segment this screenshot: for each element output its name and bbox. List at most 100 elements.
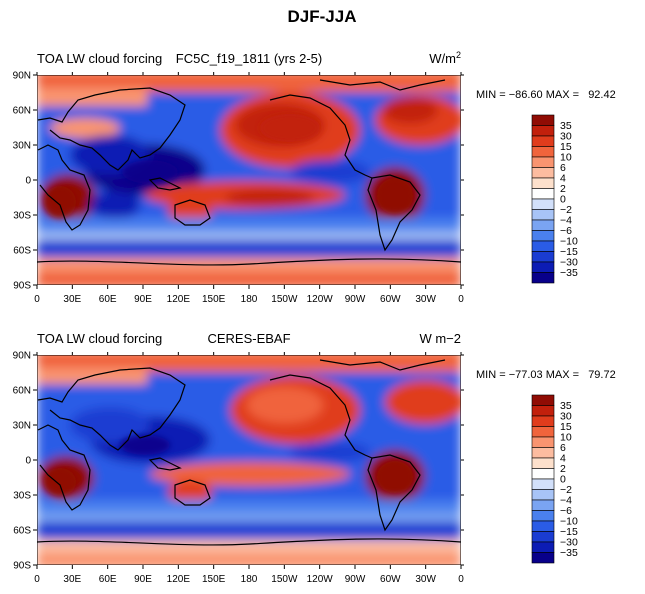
colorbar-level-label: 30	[560, 131, 572, 143]
colorbar-swatch	[531, 156, 555, 168]
panel-title-center: CERES-EBAF	[207, 331, 290, 346]
colorbar-swatch	[531, 478, 555, 490]
y-tick-label: 0	[25, 456, 31, 467]
colorbar-swatch	[531, 177, 555, 189]
y-tick-label: 60N	[13, 106, 31, 117]
x-axis-ticks: 0 30E 60E 90E 120E 150E 180 150W 120W 90W 60W 30W 0	[34, 72, 464, 305]
colorbar-swatch	[531, 230, 555, 242]
colorbar-swatch	[531, 436, 555, 448]
y-tick-label: 60S	[13, 526, 31, 537]
y-tick-label: 30N	[13, 141, 31, 152]
x-tick-label: 120E	[167, 574, 191, 585]
x-tick-label: 90W	[345, 294, 366, 305]
x-tick-label: 0	[458, 574, 464, 585]
colorbar-swatch	[531, 198, 555, 210]
colorbar-swatch	[531, 489, 555, 501]
colorbar-level-label: 4	[560, 173, 566, 185]
panel-units: W/m2	[429, 50, 461, 66]
colorbar-swatch	[531, 405, 555, 417]
x-tick-label: 0	[34, 574, 40, 585]
colorbar-level-label: −10	[560, 516, 578, 528]
colorbar-level-label: 2	[560, 183, 566, 195]
colorbar-swatch	[531, 125, 555, 137]
colorbar-level-label: −15	[560, 526, 578, 538]
colorbar-level-label: 4	[560, 453, 566, 465]
minmax-stats: MIN = −77.03 MAX = 79.72	[476, 369, 616, 381]
x-tick-label: 60E	[99, 294, 117, 305]
colorbar-level-label: 10	[560, 432, 572, 444]
panel-model: TOA LW cloud forcing FC5C_f19_1811 (yrs …	[13, 50, 616, 305]
colorbar-swatch	[531, 541, 555, 553]
colorbar-level-label: 6	[560, 162, 566, 174]
colorbar-swatch	[531, 426, 555, 438]
colorbar-swatch	[531, 510, 555, 522]
y-tick-label: 90N	[13, 71, 31, 82]
y-tick-label: 60S	[13, 246, 31, 257]
colorbar-level-label: −30	[560, 537, 578, 549]
colorbar-swatch	[531, 114, 555, 126]
colorbar-level-label: 0	[560, 474, 566, 486]
map-field	[37, 355, 461, 565]
panel-units: W m−2	[419, 331, 461, 346]
colorbar-level-label: −4	[560, 495, 572, 507]
x-tick-label: 30W	[415, 574, 436, 585]
colorbar-swatch	[531, 447, 555, 459]
colorbar-level-label: −35	[560, 547, 578, 559]
colorbar-level-label: 15	[560, 141, 572, 153]
colorbar-swatch	[531, 167, 555, 179]
x-tick-label: 120W	[307, 574, 334, 585]
x-tick-label: 150W	[271, 574, 298, 585]
panel-title-center: FC5C_f19_1811 (yrs 2-5)	[176, 51, 322, 66]
x-tick-label: 60W	[380, 294, 401, 305]
x-tick-label: 0	[34, 294, 40, 305]
panel-title-left: TOA LW cloud forcing	[37, 331, 162, 346]
x-tick-label: 60E	[99, 574, 117, 585]
colorbar-swatch	[531, 261, 555, 273]
colorbar-level-label: −15	[560, 246, 578, 258]
y-tick-label: 60N	[13, 386, 31, 397]
y-tick-label: 90N	[13, 351, 31, 362]
x-tick-label: 60W	[380, 574, 401, 585]
y-axis-ticks: 90N 60N 30N 0 30S 60S 90S	[13, 71, 464, 292]
colorbar-swatch	[531, 520, 555, 532]
colorbar-level-label: 10	[560, 152, 572, 164]
x-tick-label: 90W	[345, 574, 366, 585]
colorbar-level-label: −30	[560, 257, 578, 269]
x-tick-label: 120E	[167, 294, 191, 305]
colorbar-level-label: 35	[560, 120, 572, 132]
x-tick-label: 0	[458, 294, 464, 305]
y-axis-ticks: 90N 60N 30N 0 30S 60S 90S	[13, 351, 464, 572]
colorbar-level-label: 35	[560, 400, 572, 412]
colorbar-level-label: −4	[560, 215, 572, 227]
x-tick-label: 150E	[202, 294, 226, 305]
colorbar-swatch	[531, 251, 555, 263]
x-tick-label: 30E	[63, 294, 81, 305]
colorbar-swatch	[531, 499, 555, 511]
y-tick-label: 90S	[13, 561, 31, 572]
colorbar-level-label: 30	[560, 411, 572, 423]
x-tick-label: 180	[241, 574, 258, 585]
minmax-stats: MIN = −86.60 MAX = 92.42	[476, 89, 616, 101]
colorbar-swatch	[531, 135, 555, 147]
colorbar-swatch	[531, 146, 555, 158]
y-tick-label: 0	[25, 176, 31, 187]
colorbar-swatch	[531, 272, 555, 284]
colorbar-swatch	[531, 394, 555, 406]
colorbar-swatch	[531, 209, 555, 221]
x-axis-ticks: 0 30E 60E 90E 120E 150E 180 150W 120W 90W 60W 30W 0	[34, 352, 464, 585]
colorbar-level-label: −6	[560, 505, 572, 517]
x-tick-label: 180	[241, 294, 258, 305]
panel-title-left: TOA LW cloud forcing	[37, 51, 162, 66]
map-field	[37, 75, 461, 285]
y-tick-label: 30N	[13, 421, 31, 432]
x-tick-label: 30E	[63, 574, 81, 585]
colorbar-level-label: −2	[560, 204, 572, 216]
x-tick-label: 150W	[271, 294, 298, 305]
colorbar-swatch	[531, 552, 555, 564]
colorbar-level-label: 0	[560, 194, 566, 206]
colorbar-swatch	[531, 468, 555, 480]
colorbar-swatch	[531, 415, 555, 427]
x-tick-label: 120W	[307, 294, 334, 305]
